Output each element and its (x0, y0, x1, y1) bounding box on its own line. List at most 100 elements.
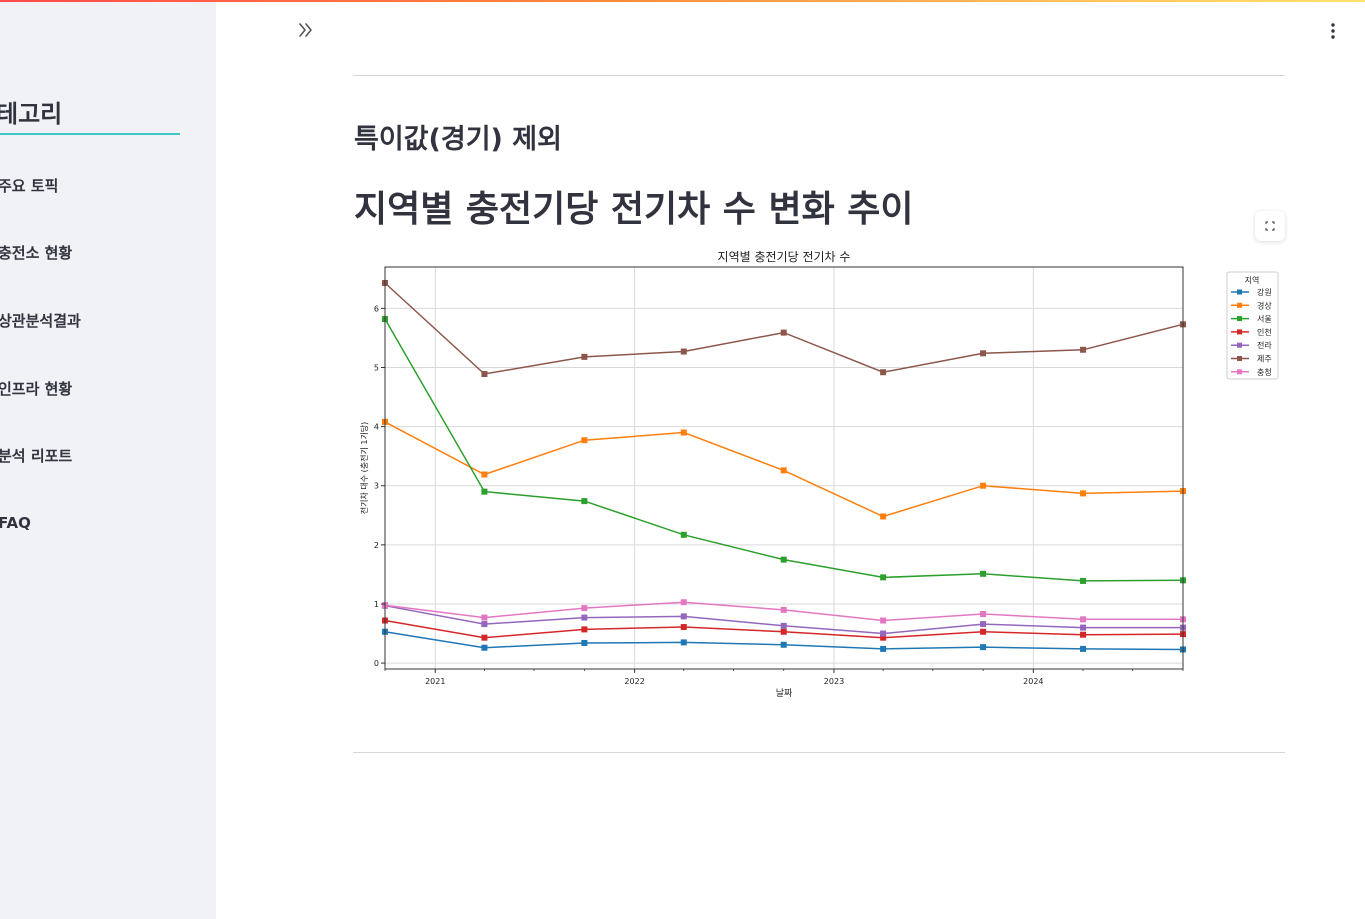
data-point (1080, 490, 1087, 497)
sidebar-item-correlation-results[interactable]: 상관분석결과 (0, 312, 81, 330)
sidebar: 테고리 주요 토픽 충전소 현황 상관분석결과 인프라 현황 분석 리포트 FA… (0, 2, 216, 919)
data-point (980, 570, 987, 577)
y-tick-label: 4 (374, 423, 379, 432)
data-point (1080, 616, 1087, 623)
double-chevron-right-icon (299, 23, 312, 37)
data-point (1080, 631, 1087, 638)
sidebar-item-main-topics[interactable]: 주요 토픽 (0, 177, 59, 195)
data-point (680, 613, 687, 620)
sidebar-item-charging-stations[interactable]: 충전소 현황 (0, 244, 73, 262)
data-point (980, 482, 987, 489)
data-point (980, 611, 987, 618)
data-point (581, 605, 588, 612)
data-point (680, 348, 687, 355)
series-인천 (382, 617, 1186, 641)
sidebar-title: 테고리 (0, 100, 63, 128)
legend-label: 제주 (1257, 355, 1272, 364)
data-point (780, 467, 787, 474)
data-point (880, 617, 887, 624)
legend-label: 충청 (1257, 368, 1272, 377)
data-point (680, 599, 687, 606)
chart-series (382, 279, 1186, 653)
data-point (581, 353, 588, 360)
y-tick-label: 2 (374, 541, 379, 550)
y-tick-label: 5 (374, 364, 379, 373)
series-제주 (382, 279, 1186, 378)
kebab-menu-icon (1331, 23, 1335, 39)
data-point (980, 621, 987, 628)
legend-box (1226, 271, 1279, 380)
legend-label: 강원 (1257, 287, 1272, 297)
y-tick-label: 3 (374, 482, 379, 491)
data-point (481, 614, 488, 621)
top-decoration-bar (0, 0, 1365, 2)
data-point (880, 574, 887, 581)
divider-bottom (353, 752, 1285, 753)
legend-marker (1237, 289, 1242, 295)
x-axis-label: 날짜 (776, 688, 793, 699)
chart-title: 지역별 충전기당 전기차 수 (718, 250, 851, 264)
data-point (481, 634, 488, 641)
data-point (880, 513, 887, 520)
series-서울 (382, 316, 1186, 584)
legend-marker (1237, 356, 1242, 361)
legend-marker (1237, 302, 1242, 308)
fullscreen-button[interactable] (1255, 211, 1285, 241)
data-point (680, 624, 687, 631)
data-point (581, 626, 588, 633)
data-point (780, 641, 787, 648)
data-point (581, 437, 588, 444)
data-point (680, 531, 687, 538)
y-tick-label: 0 (374, 659, 379, 668)
expand-sidebar-button[interactable] (294, 18, 318, 42)
series-충청 (382, 599, 1186, 624)
legend-label: 전라 (1257, 340, 1272, 350)
series-경상 (382, 418, 1186, 520)
x-tick-label: 2024 (1023, 677, 1043, 686)
data-point (780, 329, 787, 336)
data-point (880, 634, 887, 641)
data-point (481, 371, 488, 378)
data-point (481, 621, 488, 628)
sidebar-title-underline (0, 133, 180, 135)
sidebar-item-analysis-report[interactable]: 분석 리포트 (0, 447, 73, 465)
legend-title: 지역 (1245, 275, 1260, 285)
data-point (980, 350, 987, 357)
data-point (1080, 624, 1087, 631)
sidebar-item-faq[interactable]: FAQ (0, 514, 31, 532)
chart-ticks: 0 1 2 3 4 5 6 2021 2022 2023 2024 (374, 304, 1184, 686)
x-tick-label: 2021 (425, 677, 445, 686)
main-menu-button[interactable] (1323, 20, 1343, 42)
data-point (481, 644, 488, 651)
data-point (880, 369, 887, 376)
legend-label: 경상 (1257, 300, 1272, 310)
data-point (980, 628, 987, 635)
data-point (1080, 577, 1087, 584)
legend-label: 서울 (1257, 315, 1272, 324)
fullscreen-icon (1265, 221, 1275, 231)
data-point (880, 645, 887, 652)
legend-marker (1237, 369, 1242, 375)
x-tick-label: 2022 (624, 677, 644, 686)
data-point (1080, 346, 1087, 353)
y-tick-label: 6 (374, 304, 379, 313)
page-subheader: 특이값(경기) 제외 (354, 124, 562, 155)
data-point (880, 630, 887, 637)
data-point (581, 639, 588, 646)
data-point (780, 628, 787, 635)
series-line (384, 282, 1184, 375)
divider-top (353, 75, 1285, 76)
legend-marker (1237, 329, 1242, 335)
data-point (780, 606, 787, 613)
data-point (680, 639, 687, 646)
sidebar-item-infrastructure[interactable]: 인프라 현황 (0, 380, 73, 398)
page-title: 지역별 충전기당 전기차 수 변화 추이 (354, 189, 914, 230)
x-tick-label: 2023 (824, 677, 844, 686)
data-point (481, 488, 488, 495)
data-point (980, 644, 987, 651)
legend-marker (1237, 342, 1242, 348)
y-axis-label: 전기차 대수 (충전기 1기당) (359, 422, 369, 515)
data-point (1080, 645, 1087, 652)
data-point (780, 556, 787, 563)
